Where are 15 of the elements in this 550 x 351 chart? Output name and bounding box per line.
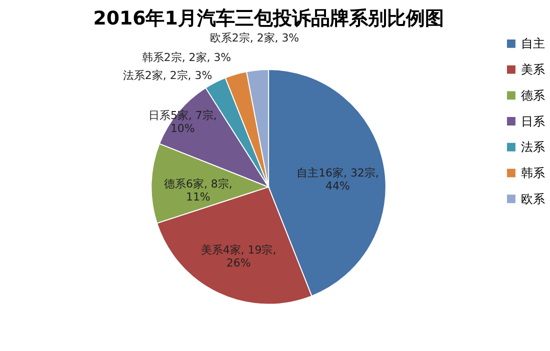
data-label: 自主16家, 32宗, 44% (296, 166, 379, 193)
legend-label: 日系 (521, 114, 546, 128)
data-label: 美系4家, 19宗, 26% (200, 244, 276, 270)
data-label: 欧系2宗, 2家, 3% (210, 31, 300, 44)
data-label: 韩系2宗, 2家, 3% (142, 50, 232, 64)
chart-title: 2016年1月汽车三包投诉品牌系别比例图 (93, 7, 444, 30)
legend-label: 欧系 (521, 192, 546, 206)
data-label: 日系5家, 7宗, 10% (148, 108, 217, 135)
legend-label: 法系 (521, 140, 546, 154)
legend-label: 德系 (521, 88, 546, 102)
legend-label: 美系 (521, 62, 546, 77)
data-label: 法系2家, 2宗, 3% (122, 69, 212, 82)
data-label: 德系6家, 8宗, 11% (164, 178, 232, 204)
legend-label: 自主 (521, 36, 546, 51)
legend-label: 韩系 (521, 166, 546, 180)
